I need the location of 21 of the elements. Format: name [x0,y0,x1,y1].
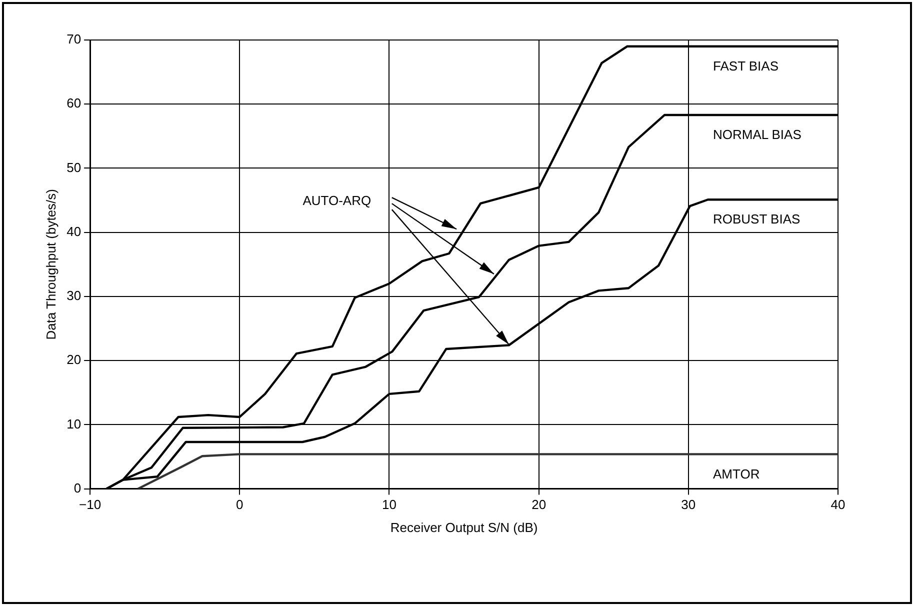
x-tick-label: 30 [681,497,696,512]
x-tick-label: 40 [830,497,846,512]
x-tick-label: 0 [236,497,244,512]
y-tick-label: 60 [66,96,82,111]
series-label: NORMAL BIAS [713,127,802,142]
y-tick-label: 40 [66,224,82,239]
x-tick-label: 10 [382,497,396,512]
y-tick-label: 10 [66,416,82,432]
x-tick-label: −10 [79,497,102,512]
x-tick-label: 20 [532,497,546,512]
y-tick-label: 30 [66,288,82,304]
y-tick-label: 20 [66,352,82,368]
annotation: AUTO-ARQ [302,193,372,208]
y-axis-title: Data Throughput (bytes/s) [43,189,58,340]
series-label: AMTOR [713,466,760,482]
y-tick-label: 70 [66,32,82,47]
series-label: ROBUST BIAS [713,212,800,227]
y-tick-label: 50 [66,160,82,175]
y-tick-label: 0 [74,480,82,496]
x-axis-title: Receiver Output S/N (dB) [390,520,538,535]
series-label: FAST BIAS [713,58,779,74]
